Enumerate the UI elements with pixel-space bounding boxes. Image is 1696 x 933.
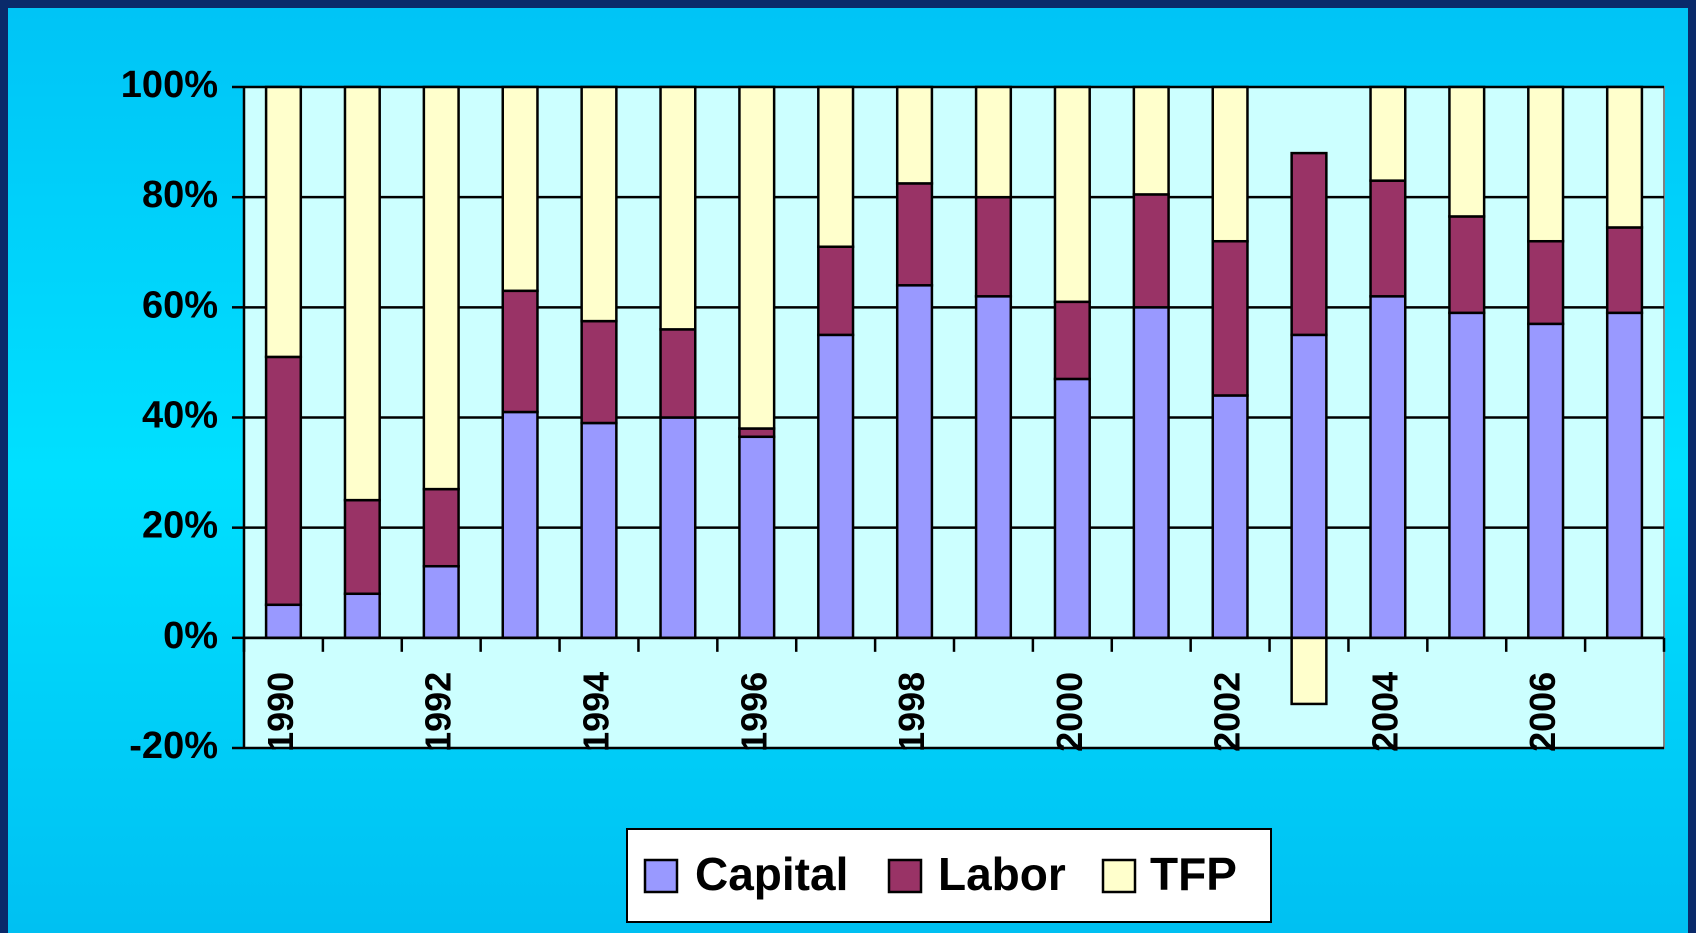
bar-segment — [1132, 85, 1170, 196]
bar-segment — [580, 319, 618, 425]
bar-segment — [659, 85, 697, 331]
bar-segment — [1605, 226, 1644, 315]
bar-segment — [501, 85, 539, 293]
bar-segment — [1290, 333, 1328, 640]
x-tick-label: 1994 — [576, 672, 617, 752]
x-tick-label: 1996 — [733, 672, 774, 752]
bar-segment — [1053, 85, 1091, 304]
bar-segment — [580, 85, 618, 323]
bar-segment — [1211, 85, 1249, 243]
bar-segment — [343, 85, 381, 502]
legend-swatch — [1101, 858, 1137, 894]
bar-segment — [817, 85, 855, 248]
bar-segment — [817, 245, 855, 337]
y-tick-label: 0% — [163, 615, 218, 657]
legend-label: TFP — [1150, 848, 1237, 900]
legend-label: Labor — [938, 848, 1066, 900]
legend-swatch — [887, 858, 923, 894]
bar-segment — [1605, 85, 1644, 229]
bar-segment — [1448, 215, 1486, 315]
bar-segment — [1369, 179, 1407, 298]
bar-segment — [1527, 85, 1565, 243]
x-tick-label: 2006 — [1522, 672, 1563, 752]
bar-segment — [422, 564, 460, 640]
x-tick-label: 1992 — [418, 672, 459, 752]
bar-segment — [1211, 239, 1249, 397]
y-tick-label: 40% — [142, 395, 218, 437]
x-tick-label: 2002 — [1207, 672, 1248, 752]
bar-segment — [264, 85, 303, 359]
bar-segment — [343, 498, 381, 596]
bar-segment — [501, 410, 539, 640]
bar-segment — [1290, 636, 1328, 706]
x-tick-label: 1998 — [891, 672, 932, 752]
legend-label: Capital — [695, 848, 848, 900]
bar-segment — [1211, 394, 1249, 640]
bar-segment — [738, 85, 776, 430]
bar-segment — [738, 435, 776, 640]
bar-segment — [501, 289, 539, 414]
bar-segment — [974, 295, 1013, 640]
bar-segment — [659, 416, 697, 640]
bar-segment — [1132, 306, 1170, 640]
bar-segment — [580, 421, 618, 640]
bar-segment — [1132, 193, 1170, 309]
x-tick-label: 1990 — [260, 672, 301, 752]
bar-segment — [1448, 85, 1486, 218]
legend-box — [626, 828, 1272, 923]
legend-swatch — [643, 858, 679, 894]
bar-segment — [1053, 377, 1091, 640]
bar-segment — [422, 487, 460, 568]
bar-segment — [343, 592, 381, 640]
bar-segment — [974, 85, 1013, 199]
bar-segment — [1527, 239, 1565, 326]
y-tick-label: 80% — [142, 174, 218, 216]
bar-segment — [1369, 85, 1407, 182]
bar-segment — [264, 603, 303, 640]
y-tick-label: 20% — [142, 505, 218, 547]
bar-segment — [895, 182, 934, 287]
bar-segment — [422, 85, 460, 491]
bar-segment — [1448, 311, 1486, 640]
bar-segment — [1527, 322, 1565, 640]
y-tick-label: -20% — [129, 725, 218, 767]
y-tick-label: 60% — [142, 284, 218, 326]
bar-segment — [1369, 295, 1407, 640]
y-tick-label: 100% — [121, 64, 218, 106]
bar-segment — [817, 333, 855, 640]
bar-segment — [264, 355, 303, 607]
bar-segment — [974, 195, 1013, 298]
bar-segment — [895, 284, 934, 640]
bar-segment — [1053, 300, 1091, 381]
bar-segment — [895, 85, 934, 185]
legend: Capital Labor TFP — [626, 828, 1272, 923]
bar-segment — [659, 328, 697, 419]
bar-segment — [1605, 311, 1644, 640]
bar-segment — [1290, 151, 1328, 337]
x-tick-label: 2000 — [1049, 672, 1090, 752]
x-tick-label: 2004 — [1364, 672, 1405, 752]
